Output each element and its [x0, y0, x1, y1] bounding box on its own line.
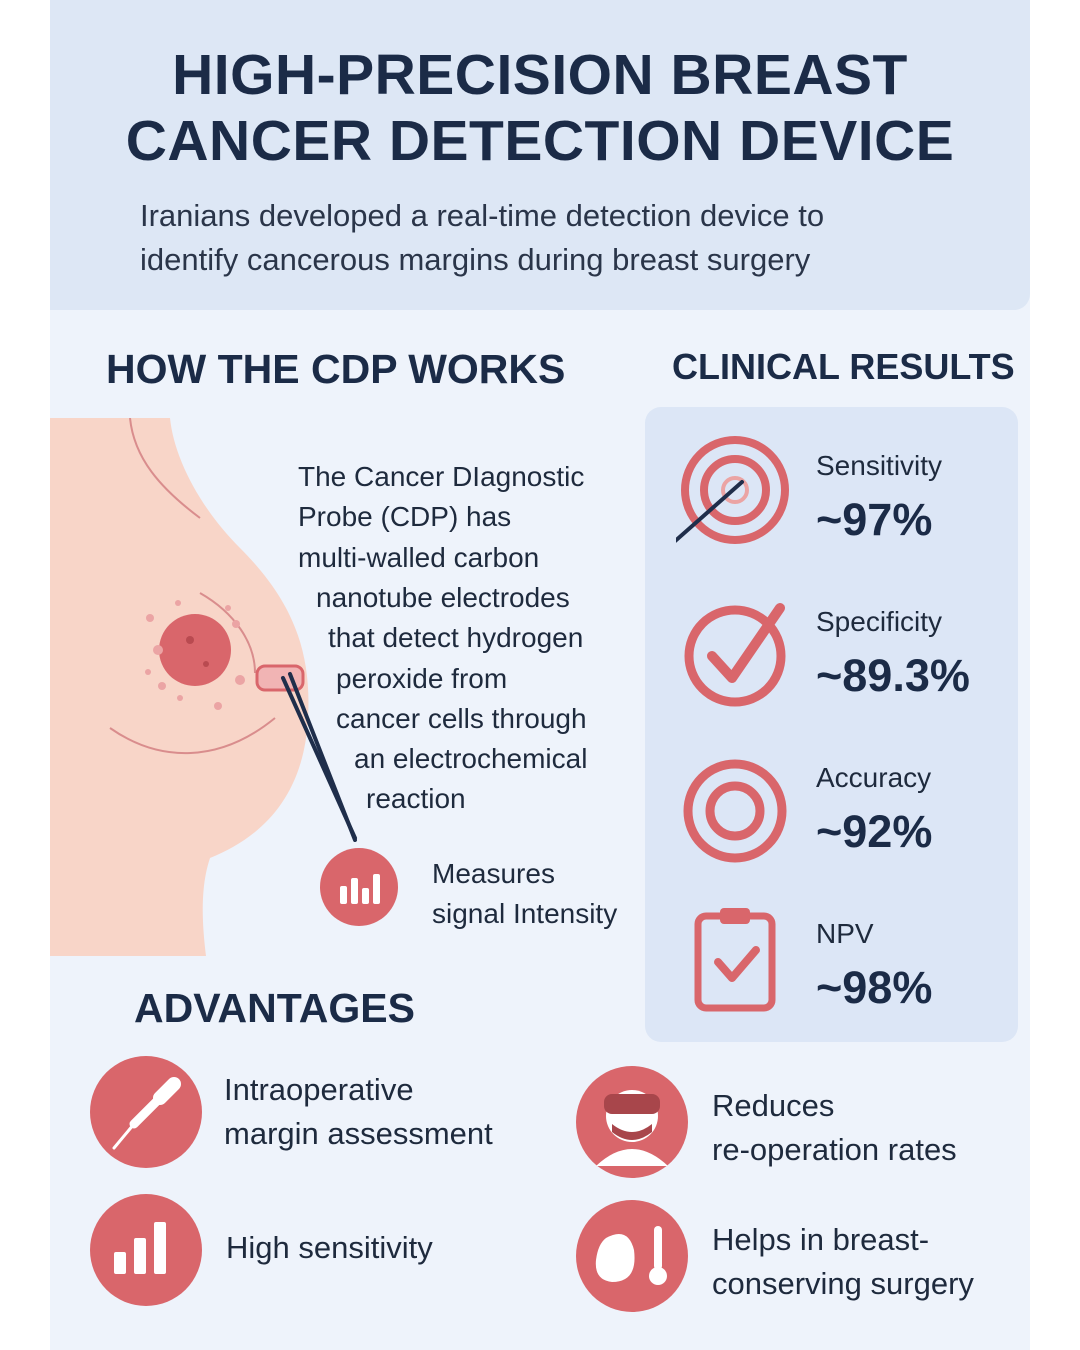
probe-wire	[288, 672, 357, 842]
cdp-description-line: nanotube electrodes	[316, 581, 570, 613]
title-line-2: CANCER DETECTION DEVICE	[125, 109, 955, 173]
advantage-high-sensitivity: High sensitivity	[226, 1226, 433, 1270]
npv-value: ~98%	[816, 962, 933, 1013]
cdp-description-line: The Cancer DIagnostic	[298, 461, 585, 492]
cdp-description-line: an electrochemical	[354, 743, 588, 775]
bar-chart-icon	[90, 1194, 202, 1306]
measure-caption: Measures signal Intensity	[432, 854, 617, 934]
checkmark-circle-icon	[684, 603, 786, 707]
advantage-breast-conserving: Helps in breast- conserving surgery	[712, 1218, 974, 1306]
target-icon	[676, 436, 789, 544]
cdp-description-line: cancer cells through	[336, 702, 587, 734]
title-line-1: HIGH-PRECISION BREAST	[172, 43, 908, 107]
header-banner	[50, 0, 1030, 310]
breast-thermometer-icon	[576, 1200, 688, 1312]
advantage-2-line-2: re-operation rates	[712, 1132, 957, 1167]
subtitle-line-1: Iranians developed a real-time detection…	[140, 198, 825, 233]
ring-target-icon	[683, 759, 787, 863]
specificity-label: Specificity	[816, 606, 943, 637]
sensitivity-label: Sensitivity	[816, 450, 943, 481]
measure-line-1: Measures	[432, 858, 555, 889]
probe-tip	[255, 664, 305, 692]
tumor-mass	[159, 614, 231, 686]
advantage-2-line-1: Reduces	[712, 1088, 835, 1123]
sensitivity-value: ~97%	[816, 494, 933, 545]
accuracy-label: Accuracy	[816, 762, 932, 793]
cdp-description-line: that detect hydrogen	[328, 622, 584, 654]
breast-illustration	[50, 418, 357, 956]
cdp-description-line: peroxide from	[336, 662, 508, 694]
advantage-3-line-1: High sensitivity	[226, 1230, 433, 1265]
advantage-4-line-2: conserving surgery	[712, 1266, 974, 1301]
clipboard-check-icon	[694, 908, 776, 1012]
surgeon-icon	[576, 1066, 688, 1178]
surgical-probe-icon	[90, 1056, 202, 1168]
subtitle-line-2: identify cancerous margins during breast…	[140, 242, 811, 277]
accuracy-value: ~92%	[816, 806, 933, 857]
page-subtitle: Iranians developed a real-time detection…	[140, 194, 960, 282]
advantage-1-line-2: margin assessment	[224, 1116, 493, 1151]
specificity-value: ~89.3%	[816, 650, 970, 701]
advantage-reoperation: Reduces re-operation rates	[712, 1084, 957, 1172]
advantages-heading: ADVANTAGES	[134, 985, 415, 1031]
cdp-description-line: reaction	[366, 783, 466, 815]
npv-label: NPV	[816, 918, 874, 949]
clinical-results-heading: CLINICAL RESULTS	[672, 346, 1015, 387]
cdp-description-line: Probe (CDP) has	[298, 501, 512, 533]
cdp-description-line: multi-walled carbon	[298, 541, 540, 573]
page-title: HIGH-PRECISION BREAST CANCER DETECTION D…	[50, 42, 1030, 174]
advantage-intraoperative: Intraoperative margin assessment	[224, 1068, 493, 1156]
advantage-1-line-1: Intraoperative	[224, 1072, 414, 1107]
measure-line-2: signal Intensity	[432, 898, 618, 929]
bar-chart-icon	[320, 848, 398, 926]
advantage-4-line-1: Helps in breast-	[712, 1222, 930, 1257]
how-it-works-heading: HOW THE CDP WORKS	[106, 346, 566, 392]
